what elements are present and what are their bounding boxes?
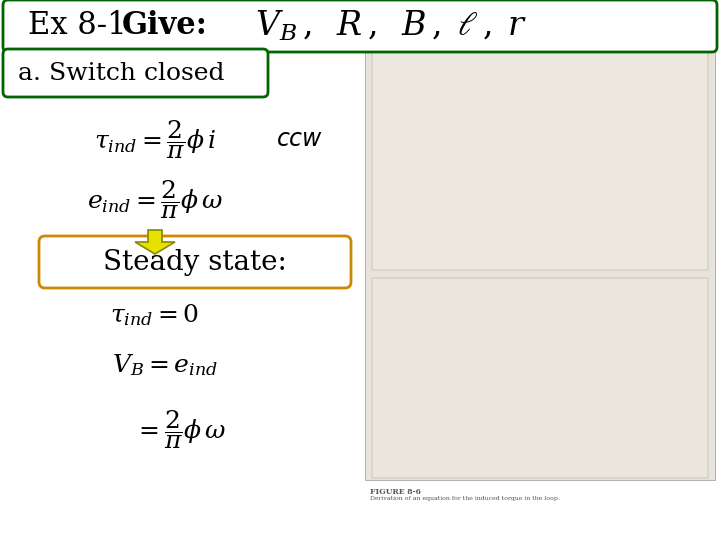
Bar [372,278,708,478]
Text: Give:: Give: [122,10,208,42]
FancyBboxPatch shape [3,0,717,52]
FancyBboxPatch shape [39,236,351,288]
Polygon shape [135,230,175,254]
Text: $e_{ind} = \dfrac{2}{\pi}\phi\,\omega$: $e_{ind} = \dfrac{2}{\pi}\phi\,\omega$ [87,179,223,221]
FancyBboxPatch shape [3,49,268,97]
Bar [365,5,715,480]
Text: Derivation of an equation for the induced torque in the loop.: Derivation of an equation for the induce… [370,496,560,501]
Text: $ccw$: $ccw$ [276,129,324,152]
Text: $V_B\,,\;\; R\,,\;\; B\,,\; \ell\,,\; r$: $V_B\,,\;\; R\,,\;\; B\,,\; \ell\,,\; r$ [255,9,527,43]
Text: a. Switch closed: a. Switch closed [18,62,225,84]
Bar [372,12,708,270]
Text: Ex 8-1: Ex 8-1 [28,10,136,42]
Text: Steady state:: Steady state: [103,248,287,275]
Text: $V_B = e_{ind}$: $V_B = e_{ind}$ [112,352,218,378]
Text: $= \dfrac{2}{\pi}\phi\,\omega$: $= \dfrac{2}{\pi}\phi\,\omega$ [134,409,226,451]
Text: $\tau_{ind} = 0$: $\tau_{ind} = 0$ [110,302,199,328]
Text: $\tau_{ind} = \dfrac{2}{\pi}\phi\, i$: $\tau_{ind} = \dfrac{2}{\pi}\phi\, i$ [94,119,216,161]
Text: FIGURE 8-6: FIGURE 8-6 [370,488,421,496]
